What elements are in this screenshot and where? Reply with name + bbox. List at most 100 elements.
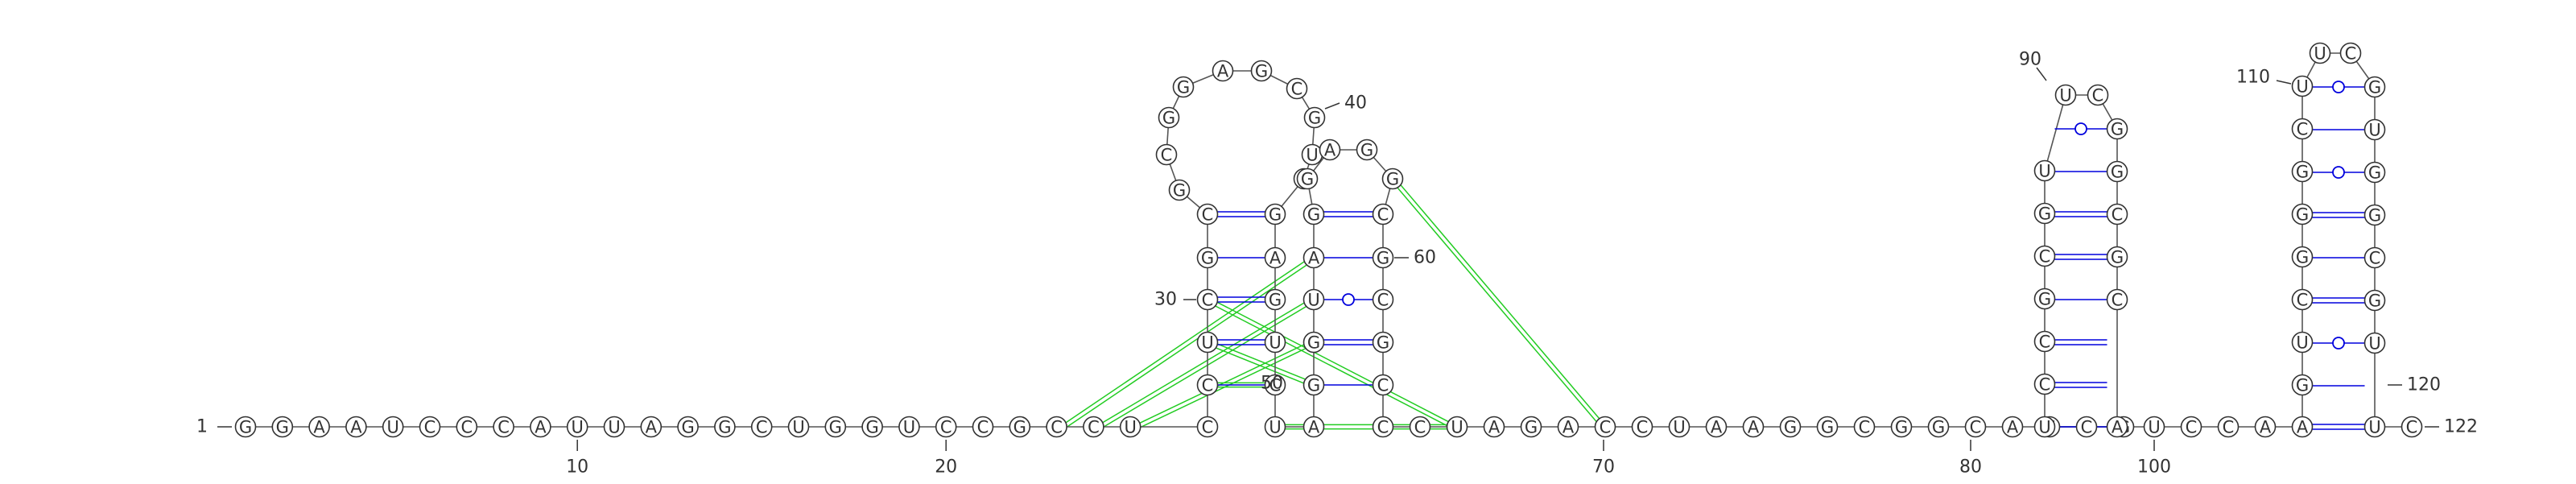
- nucleotide: G: [1302, 203, 1325, 225]
- nucleotide: C: [2033, 373, 2056, 395]
- nucleotide-letter: U: [608, 418, 620, 437]
- nucleotide-letter: A: [1711, 418, 1723, 437]
- nucleotide-letter: C: [977, 418, 989, 437]
- position-number-80: 80: [1959, 457, 1982, 478]
- nucleotide: C: [2106, 203, 2128, 225]
- nucleotide-letter: G: [1255, 62, 1268, 81]
- nucleotide-circle: [1196, 203, 1219, 225]
- nucleotide-circle: [2291, 288, 2314, 311]
- nucleotide: C: [2401, 416, 2423, 438]
- nucleotide-circle: [1557, 416, 1579, 438]
- nucleotide: G: [2363, 204, 2386, 226]
- pseudoknot-connection: [1098, 297, 1314, 426]
- base-pair-layer: [1217, 81, 2365, 430]
- nucleotide: G: [1816, 416, 1839, 438]
- nucleotide-letter: U: [2038, 162, 2050, 181]
- nucleotide-letter: G: [276, 418, 289, 437]
- nucleotide-circle: [1302, 288, 1325, 311]
- nucleotide-letter: G: [829, 418, 842, 437]
- nucleotide-circle: [2291, 331, 2314, 354]
- nucleotide-letter: C: [1202, 376, 1214, 395]
- nucleotide: G: [2106, 118, 2128, 140]
- nucleotide: C: [1046, 416, 1067, 438]
- nucleotide-letter: U: [1306, 146, 1318, 165]
- nucleotide-letter: A: [1488, 418, 1501, 437]
- nucleotide-letter: G: [2111, 248, 2124, 267]
- nucleotide-letter: C: [2081, 418, 2093, 437]
- nucleotide-circle: [2106, 288, 2128, 311]
- nucleotide-letter: G: [2111, 163, 2124, 182]
- nucleotide-circle: [1927, 416, 1950, 438]
- nucleotide: G: [1158, 106, 1180, 129]
- nucleotide-letter: C: [497, 418, 510, 437]
- nucleotide-circle: [2291, 75, 2314, 97]
- nucleotide-letter: C: [2297, 291, 2309, 310]
- nucleotide: U: [1302, 288, 1325, 311]
- nucleotide-letter: U: [2296, 333, 2308, 353]
- nucleotide: G: [2363, 161, 2386, 184]
- nucleotide-circle: [787, 416, 810, 438]
- nucleotide-circle: [1303, 106, 1326, 129]
- nucleotide-letter: A: [535, 418, 547, 437]
- nucleotide-letter: G: [1269, 291, 1282, 310]
- nucleotide-circle: [1264, 288, 1286, 311]
- nucleotide-letter: G: [2296, 248, 2309, 267]
- position-number-90: 90: [2019, 50, 2041, 70]
- number-tick: [1324, 102, 1340, 110]
- nucleotide: U: [1196, 331, 1219, 354]
- number-tick: [2036, 67, 2047, 81]
- nucleotide-circle: [2033, 288, 2056, 310]
- start-position-label: 1: [196, 417, 208, 437]
- nucleotide: G: [1372, 331, 1394, 354]
- nucleotide-letter: U: [2059, 86, 2071, 105]
- nucleotide: A: [2291, 416, 2314, 438]
- nucleotide: G: [271, 416, 294, 438]
- nucleotide-letter: C: [1377, 418, 1389, 437]
- nucleotide-circle: [2106, 416, 2128, 438]
- gu-wobble-marker: [2074, 122, 2087, 135]
- nucleotide-circle: [1196, 331, 1219, 354]
- nucleotide-letter: C: [2039, 247, 2051, 267]
- nucleotide-circle: [861, 416, 883, 438]
- nucleotide-circle: [2143, 416, 2165, 438]
- nucleotide-circle: [2363, 204, 2386, 226]
- nucleotide: U: [1119, 416, 1141, 438]
- nucleotide-letter: C: [460, 418, 473, 437]
- nucleotide: C: [1196, 203, 1219, 225]
- nucleotide: C: [2363, 246, 2386, 269]
- position-number-110: 110: [2236, 68, 2270, 88]
- nucleotide-circle: [382, 416, 404, 438]
- nucleotide: C: [1155, 143, 1178, 166]
- nucleotide-letter: G: [1201, 249, 1214, 268]
- nucleotide-circle: [1155, 143, 1178, 166]
- nucleotide-circle: [2363, 76, 2386, 98]
- nucleotide: G: [2363, 76, 2386, 98]
- nucleotide: G: [1372, 246, 1394, 269]
- nucleotide: U: [2291, 75, 2314, 97]
- nucleotide-circle: [2054, 84, 2077, 106]
- nucleotide-letter: A: [1324, 141, 1336, 160]
- pseudoknot-connection: [1064, 259, 1315, 429]
- nucleotide: U: [2143, 416, 2165, 438]
- nucleotide-letter: G: [1932, 418, 1945, 437]
- nucleotide: A: [1705, 416, 1728, 438]
- nucleotide: A: [345, 416, 367, 438]
- nucleotide-letter: C: [2112, 205, 2124, 225]
- position-number-50: 50: [1261, 374, 1283, 394]
- nucleotide-circle: [2180, 416, 2202, 438]
- nucleotide-circle: [2106, 246, 2128, 268]
- nucleotide: A: [640, 416, 663, 438]
- nucleotide-circle: [2254, 416, 2277, 438]
- nucleotide-letter: G: [1784, 418, 1797, 437]
- nucleotide-circle: [2363, 289, 2386, 312]
- nucleotide-circle: [456, 416, 478, 438]
- nucleotide: G: [2291, 374, 2314, 396]
- nucleotide-letter: G: [2368, 163, 2381, 183]
- gu-wobble-marker: [2332, 81, 2345, 93]
- nucleotide-circle: [1264, 203, 1286, 225]
- nucleotide-letter: U: [2296, 77, 2308, 97]
- nucleotide-circle: [493, 416, 514, 438]
- nucleotide: G: [2291, 160, 2314, 183]
